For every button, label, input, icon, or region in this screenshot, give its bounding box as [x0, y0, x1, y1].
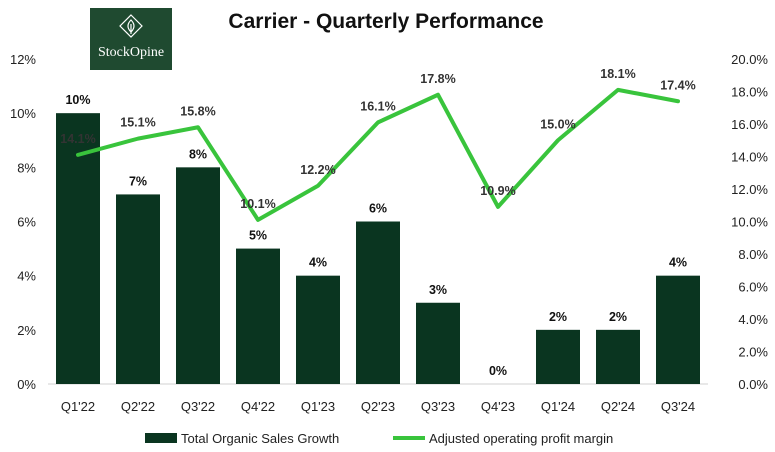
line-data-label: 12.2% — [300, 163, 335, 177]
line-data-label: 14.1% — [60, 132, 95, 146]
y-right-tick-label: 12.0% — [731, 182, 768, 197]
y-left-tick-label: 6% — [17, 215, 36, 230]
x-tick-label: Q1'24 — [541, 399, 575, 414]
bar-data-label: 7% — [129, 174, 147, 188]
logo-background — [90, 8, 172, 70]
y-right-tick-label: 18.0% — [731, 85, 768, 100]
y-left-tick-label: 2% — [17, 323, 36, 338]
x-tick-label: Q3'24 — [661, 399, 695, 414]
bar — [536, 329, 580, 384]
line-data-label: 10.9% — [480, 184, 515, 198]
y-right-tick-label: 4.0% — [738, 312, 768, 327]
line-data-label: 18.1% — [600, 67, 635, 81]
y-right-tick-label: 0.0% — [738, 377, 768, 392]
x-tick-label: Q2'23 — [361, 399, 395, 414]
chart-title: Carrier - Quarterly Performance — [228, 10, 543, 33]
bar-data-label: 3% — [429, 283, 447, 297]
bar — [356, 221, 400, 384]
bar-data-label: 4% — [669, 256, 687, 270]
y-right-tick-label: 20.0% — [731, 52, 768, 67]
y-right-tick-label: 6.0% — [738, 280, 768, 295]
legend-label-line: Adjusted operating profit margin — [429, 431, 613, 446]
bar-data-label: 0% — [489, 364, 507, 378]
legend: Total Organic Sales Growth Adjusted oper… — [145, 431, 613, 446]
bar — [296, 275, 340, 384]
y-right-tick-label: 14.0% — [731, 150, 768, 165]
x-axis: Q1'22 Q2'22 Q3'22 Q4'22 Q1'23 Q2'23 Q3'23 Q4'23… — [61, 399, 695, 414]
left-axis: 0% 2% 4% 6% 8% 10% 12% — [10, 52, 36, 392]
line-data-label: 17.4% — [660, 78, 695, 92]
bar-data-label: 6% — [369, 202, 387, 216]
x-tick-label: Q2'24 — [601, 399, 635, 414]
x-tick-label: Q1'23 — [301, 399, 335, 414]
bar — [56, 113, 100, 385]
bar-data-label: 5% — [249, 229, 267, 243]
line-data-label: 16.1% — [360, 99, 395, 113]
bar — [656, 275, 700, 384]
bar-series — [56, 113, 700, 385]
bar — [236, 248, 280, 384]
line-data-label: 15.0% — [540, 117, 575, 131]
x-tick-label: Q2'22 — [121, 399, 155, 414]
y-left-tick-label: 12% — [10, 52, 36, 67]
bar-data-label: 10% — [65, 93, 90, 107]
logo: StockOpine — [90, 8, 172, 70]
y-right-tick-label: 16.0% — [731, 117, 768, 132]
y-right-tick-label: 10.0% — [731, 215, 768, 230]
line-data-label: 10.1% — [240, 197, 275, 211]
x-tick-label: Q3'23 — [421, 399, 455, 414]
y-right-tick-label: 8.0% — [738, 247, 768, 262]
y-left-tick-label: 10% — [10, 106, 36, 121]
line-data-label: 15.1% — [120, 116, 155, 130]
logo-text: StockOpine — [98, 45, 164, 60]
bar — [596, 329, 640, 384]
bar-data-label: 2% — [549, 310, 567, 324]
line-series — [76, 87, 680, 222]
right-axis: 0.0% 2.0% 4.0% 6.0% 8.0% 10.0% 12.0% 14.0% 16.0%… — [731, 52, 768, 392]
x-tick-label: Q3'22 — [181, 399, 215, 414]
y-left-tick-label: 8% — [17, 160, 36, 175]
x-tick-label: Q1'22 — [61, 399, 95, 414]
y-right-tick-label: 2.0% — [738, 345, 768, 360]
legend-swatch-bar — [145, 433, 177, 443]
y-left-tick-label: 4% — [17, 269, 36, 284]
line-data-label: 17.8% — [420, 72, 455, 86]
bar — [116, 194, 160, 384]
diamond-leaf-icon — [119, 14, 143, 38]
bar-data-label: 8% — [189, 147, 207, 161]
line-data-labels: 14.1% 15.1% 15.8% 10.1% 12.2% 16.1% 17.8% 10.9%… — [60, 67, 695, 211]
bar-data-label: 2% — [609, 310, 627, 324]
bar — [416, 302, 460, 384]
bar — [176, 167, 220, 384]
x-tick-label: Q4'22 — [241, 399, 275, 414]
x-tick-label: Q4'23 — [481, 399, 515, 414]
bar-data-labels: 10% 7% 8% 5% 4% 6% 3% 0% 2% 2% 4% — [65, 93, 687, 378]
legend-label-bar: Total Organic Sales Growth — [181, 431, 339, 446]
bar-data-label: 4% — [309, 256, 327, 270]
y-left-tick-label: 0% — [17, 377, 36, 392]
line-data-label: 15.8% — [180, 104, 215, 118]
